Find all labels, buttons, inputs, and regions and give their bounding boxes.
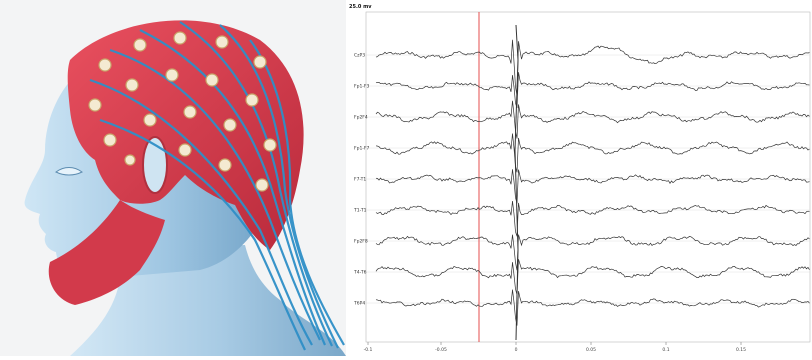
eeg-cap-illustration <box>24 20 346 356</box>
electrodes <box>88 31 277 192</box>
x-tick-label: 0.15 <box>736 347 746 353</box>
scale-label: 25.0 mv <box>349 4 372 10</box>
channel-label: Fp1-F7 <box>354 146 370 152</box>
ear-cutout <box>142 136 168 194</box>
eeg-trace <box>375 72 810 109</box>
chin-strap <box>48 200 165 305</box>
x-axis-ticks: -0.1 -0.05 0 0.05 0.1 0.15 <box>364 342 746 353</box>
channel-label: Fp1-F3 <box>354 84 370 90</box>
channel-label: T4-T6 <box>353 270 367 276</box>
channel-label: F7-T1 <box>354 177 366 183</box>
eye <box>55 167 83 176</box>
eeg-trace <box>375 200 810 237</box>
grid-lines <box>366 54 810 304</box>
eeg-trace-panel: 25.0 mv CzP3 Fp1-F3 Fp2F4 Fp1-F7 F7-T1 T1-T1 F… <box>346 0 812 356</box>
spike-burst <box>514 24 519 341</box>
channel-labels: CzP3 Fp1-F3 Fp2F4 Fp1-F7 F7-T1 T1-T1 Fp2F8 T4-T… <box>353 53 370 307</box>
channel-label: T1-T1 <box>353 208 367 214</box>
eeg-trace <box>375 133 810 173</box>
plot-frame <box>365 11 811 343</box>
eeg-trace <box>375 259 810 295</box>
electrode-cables <box>89 21 345 351</box>
eeg-trace <box>375 39 810 96</box>
eeg-cap-photo <box>0 0 346 356</box>
x-tick-label: -0.05 <box>435 347 447 353</box>
eeg-trace <box>375 234 810 271</box>
channel-label: CzP3 <box>354 53 365 59</box>
channel-label: T6P4 <box>353 301 365 307</box>
traces <box>375 24 810 341</box>
eeg-trace <box>375 289 810 326</box>
x-tick-label: -0.1 <box>364 347 373 353</box>
eeg-plot: 25.0 mv CzP3 Fp1-F3 Fp2F4 Fp1-F7 F7-T1 T1-T1 F… <box>349 4 811 353</box>
eeg-trace <box>375 100 810 139</box>
channel-label: Fp2F8 <box>354 239 368 245</box>
eeg-trace <box>375 169 810 204</box>
x-tick-label: 0.05 <box>586 347 596 353</box>
eeg-cap <box>67 20 304 250</box>
channel-label: Fp2F4 <box>354 115 368 121</box>
x-tick-label: 0 <box>515 347 518 353</box>
x-tick-label: 0.1 <box>662 347 669 353</box>
